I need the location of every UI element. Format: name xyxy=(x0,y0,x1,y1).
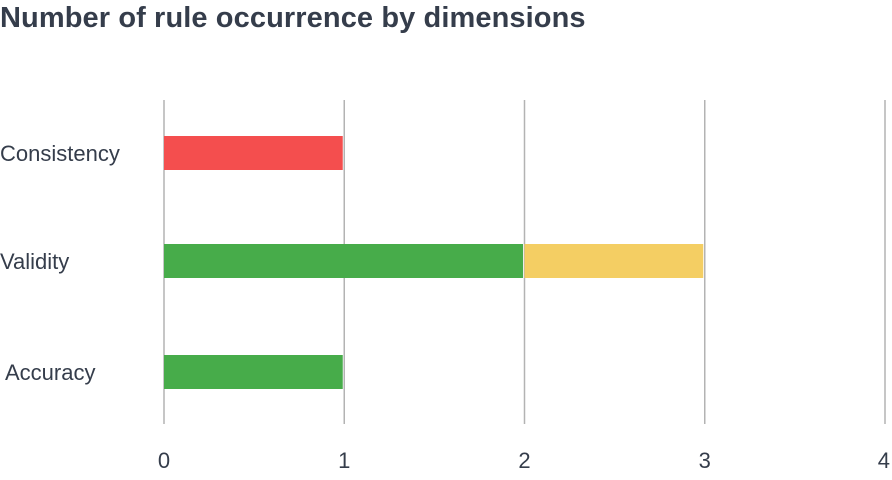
x-tick-label-2: 2 xyxy=(518,448,530,473)
bar-validity-segment-1 xyxy=(164,244,523,278)
chart-title: Number of rule occurrence by dimensions xyxy=(0,2,586,34)
category-labels: Consistency Validity Accuracy xyxy=(0,141,120,385)
category-label-validity: Validity xyxy=(0,249,69,274)
bar-consistency-segment-0 xyxy=(164,136,343,170)
category-label-consistency: Consistency xyxy=(0,141,120,166)
x-tick-label-4: 4 xyxy=(878,448,890,473)
x-tick-label-0: 0 xyxy=(158,448,170,473)
bar-accuracy-segment-1 xyxy=(164,355,343,389)
bar-validity-segment-2 xyxy=(524,244,704,278)
bars xyxy=(164,136,704,389)
x-axis-tick-labels: 0 1 2 3 4 xyxy=(158,448,890,473)
x-tick-label-1: 1 xyxy=(338,448,350,473)
x-tick-label-3: 3 xyxy=(699,448,711,473)
category-label-accuracy: Accuracy xyxy=(5,360,95,385)
